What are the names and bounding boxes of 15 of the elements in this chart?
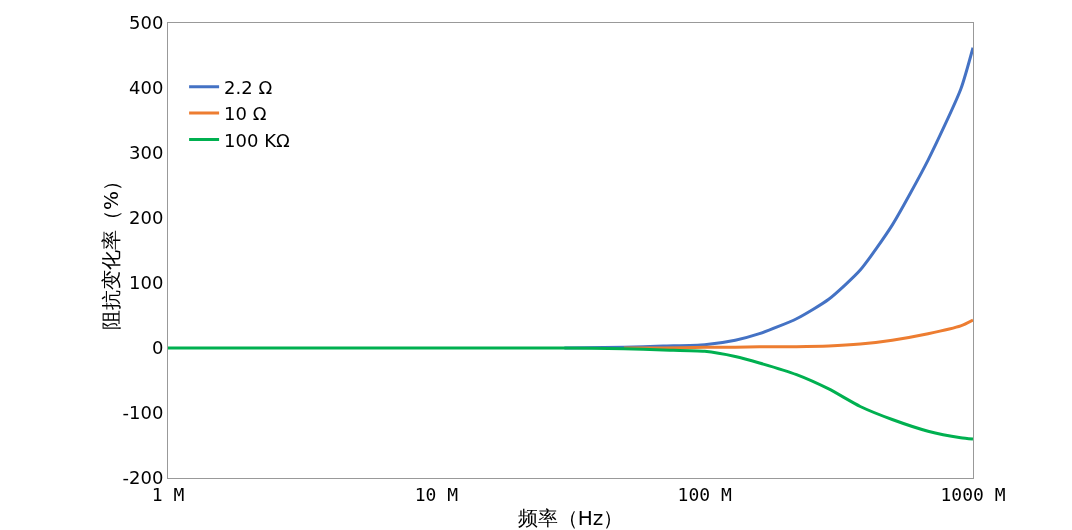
legend-label: 2.2 Ω bbox=[224, 76, 273, 98]
y-tick-label: 200 bbox=[129, 207, 164, 229]
y-axis-title: 阻抗变化率（%） bbox=[99, 170, 123, 331]
x-tick-label: 1000 M bbox=[940, 483, 1006, 505]
y-tick-label: 500 bbox=[129, 12, 164, 34]
legend-label: 10 Ω bbox=[224, 103, 267, 125]
y-tick-label: 300 bbox=[129, 142, 164, 164]
x-axis-title: 频率（Hz） bbox=[517, 506, 624, 530]
y-tick-label: 100 bbox=[129, 272, 164, 294]
legend-label: 100 KΩ bbox=[224, 129, 290, 151]
y-tick-label: 0 bbox=[151, 337, 164, 359]
x-tick-label: 100 M bbox=[677, 483, 732, 505]
y-tick-label: -100 bbox=[122, 402, 164, 424]
y-tick-label: 400 bbox=[129, 77, 164, 99]
x-tick-label: 10 M bbox=[414, 483, 459, 505]
